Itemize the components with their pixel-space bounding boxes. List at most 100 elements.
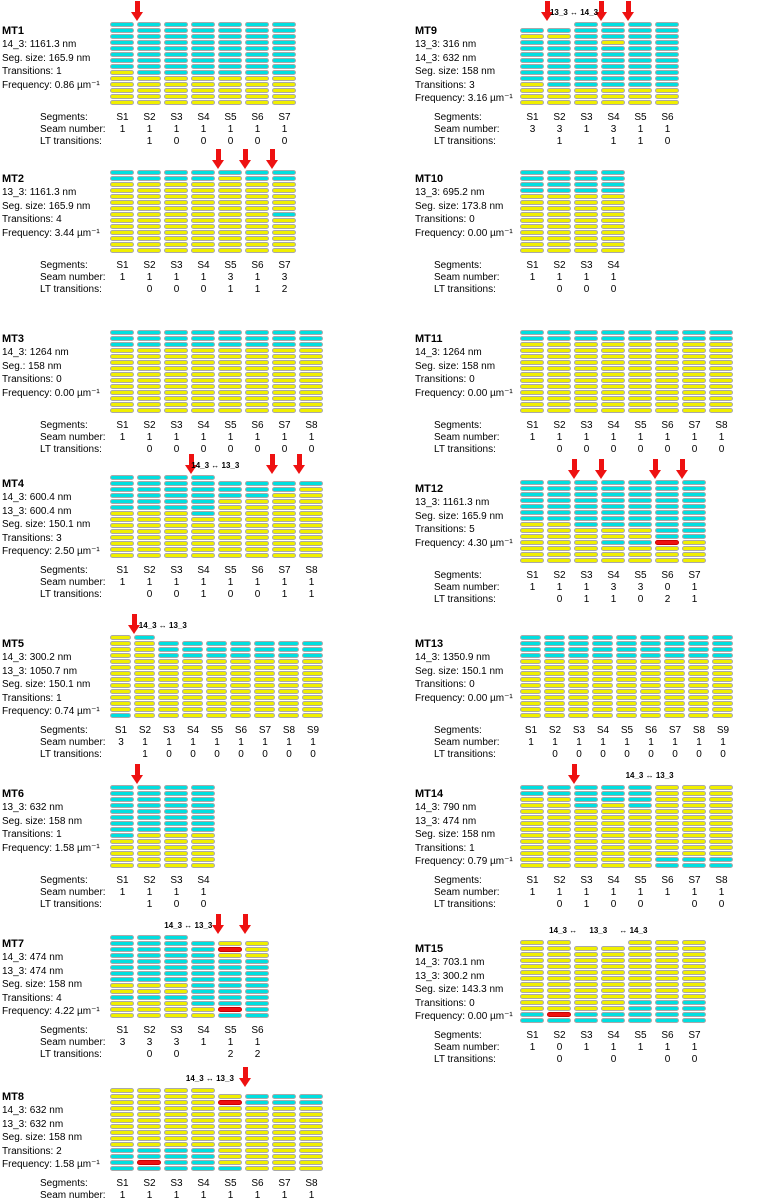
lattice-block-yellow <box>191 378 215 383</box>
seam-number-value: 1 <box>254 1190 261 1200</box>
lattice-block-yellow <box>682 815 706 820</box>
lattice-block-cyan <box>245 493 269 498</box>
lattice-block-yellow <box>137 547 161 552</box>
lattice-block-cyan <box>655 534 679 539</box>
lattice-block-yellow <box>110 1112 134 1117</box>
row-label: LT transitions: <box>434 594 496 605</box>
segment-header: S1 <box>526 420 539 431</box>
lt-transition-value: 1 <box>227 284 234 295</box>
lattice-block-yellow <box>272 218 296 223</box>
lattice-block-cyan <box>110 342 134 347</box>
lt-transition-value: 0 <box>556 594 563 605</box>
lattice-block-cyan <box>164 971 188 976</box>
lattice-block-yellow <box>547 863 571 868</box>
lattice-block-yellow <box>191 851 215 856</box>
lattice-block-yellow <box>547 546 571 551</box>
segment-header: S5 <box>224 565 237 576</box>
lattice-block-cyan <box>688 635 709 640</box>
lattice-block-yellow <box>547 408 571 413</box>
panel-info: MT13 14_3: 1350.9 nm Seg. size: 150.1 nm T… <box>415 637 537 705</box>
lattice-block-yellow <box>218 176 242 181</box>
lattice-block-yellow <box>191 88 215 93</box>
lattice-block-cyan <box>547 336 571 341</box>
lattice-block-yellow <box>110 236 134 241</box>
lattice-block-yellow <box>230 713 251 718</box>
lattice-block-yellow <box>110 218 134 223</box>
seam-number-value: 3 <box>610 124 617 135</box>
lattice-block-cyan <box>191 797 215 802</box>
lattice-block-cyan <box>191 1148 215 1153</box>
lattice-block-yellow <box>520 665 541 670</box>
lattice-block-yellow <box>218 396 242 401</box>
lattice-block-cyan <box>230 653 251 658</box>
lattice-block-yellow <box>182 683 203 688</box>
lattice-block-yellow <box>520 390 544 395</box>
lattice-block-cyan <box>110 965 134 970</box>
lattice-block-cyan <box>601 188 625 193</box>
lattice-block-yellow <box>628 360 652 365</box>
lattice-block-cyan <box>688 653 709 658</box>
lattice-block-yellow <box>218 1106 242 1111</box>
lattice-block-yellow <box>110 188 134 193</box>
seam-number-value: 3 <box>173 1037 180 1048</box>
lattice-block-cyan <box>682 498 706 503</box>
info-line: 13_3: 632 nm <box>2 1118 64 1130</box>
lattice-block-yellow <box>601 224 625 229</box>
segment-header: S1 <box>116 1025 129 1036</box>
seam-number-value: 1 <box>200 577 207 588</box>
transition-arrow-icon <box>130 1 144 21</box>
seam-number-value: 1 <box>556 432 563 443</box>
lattice-block-yellow <box>712 707 733 712</box>
lattice-block-yellow <box>164 1112 188 1117</box>
row-label: Seam number: <box>40 1190 106 1200</box>
lattice-block-yellow <box>158 665 179 670</box>
info-line: Seg. size: 150.1 nm <box>2 519 91 530</box>
seam-number-value: 1 <box>119 1190 126 1200</box>
lattice-block-yellow <box>655 845 679 850</box>
lattice-block-yellow <box>218 505 242 510</box>
lattice-block-cyan <box>601 82 625 87</box>
lt-transition-value: 0 <box>556 284 563 295</box>
lattice-block-cyan <box>574 70 598 75</box>
lattice-block-yellow <box>299 390 323 395</box>
lattice-block-cyan <box>110 947 134 952</box>
lattice-block-yellow <box>137 1001 161 1006</box>
seam-number-value: 1 <box>718 887 725 898</box>
lattice-block-cyan <box>574 797 598 802</box>
lattice-block-yellow <box>709 827 733 832</box>
lattice-block-yellow <box>110 857 134 862</box>
lattice-block-yellow <box>592 695 613 700</box>
row-label: Segments: <box>40 1025 88 1036</box>
lattice-block-cyan <box>218 977 242 982</box>
lattice-block-yellow <box>302 671 323 676</box>
lattice-block-yellow <box>245 1130 269 1135</box>
lattice-block-yellow <box>254 701 275 706</box>
lattice-block-yellow <box>137 1118 161 1123</box>
lattice-block-yellow <box>191 863 215 868</box>
row-label: LT transitions: <box>434 749 496 760</box>
lt-transition-value: 1 <box>142 749 148 760</box>
lattice-block-cyan <box>191 28 215 33</box>
seam-number-value: 1 <box>648 737 654 748</box>
seam-number-value: 1 <box>583 1042 590 1053</box>
info-line: Transitions: 0 <box>415 997 475 1009</box>
row-label: Segments: <box>434 875 482 886</box>
lattice-block-yellow <box>272 182 296 187</box>
lattice-block-cyan <box>547 176 571 181</box>
lattice-block-yellow <box>601 821 625 826</box>
lattice-block-yellow <box>628 821 652 826</box>
row-label: Seam number: <box>40 737 106 748</box>
segment-header: S4 <box>607 570 620 581</box>
lattice-block-yellow <box>182 671 203 676</box>
row-label: Seam number: <box>40 124 106 135</box>
info-line: 14_3: 300.2 nm <box>2 652 72 663</box>
lattice-block-yellow <box>688 659 709 664</box>
lattice-block-cyan <box>164 40 188 45</box>
panel-title: MT5 <box>2 638 24 650</box>
lattice-block-yellow <box>547 390 571 395</box>
lattice-block-yellow <box>272 1112 296 1117</box>
lattice-block-yellow <box>712 671 733 676</box>
lattice-block-cyan <box>628 803 652 808</box>
lattice-block-yellow <box>520 982 544 987</box>
lattice-block-yellow <box>302 677 323 682</box>
